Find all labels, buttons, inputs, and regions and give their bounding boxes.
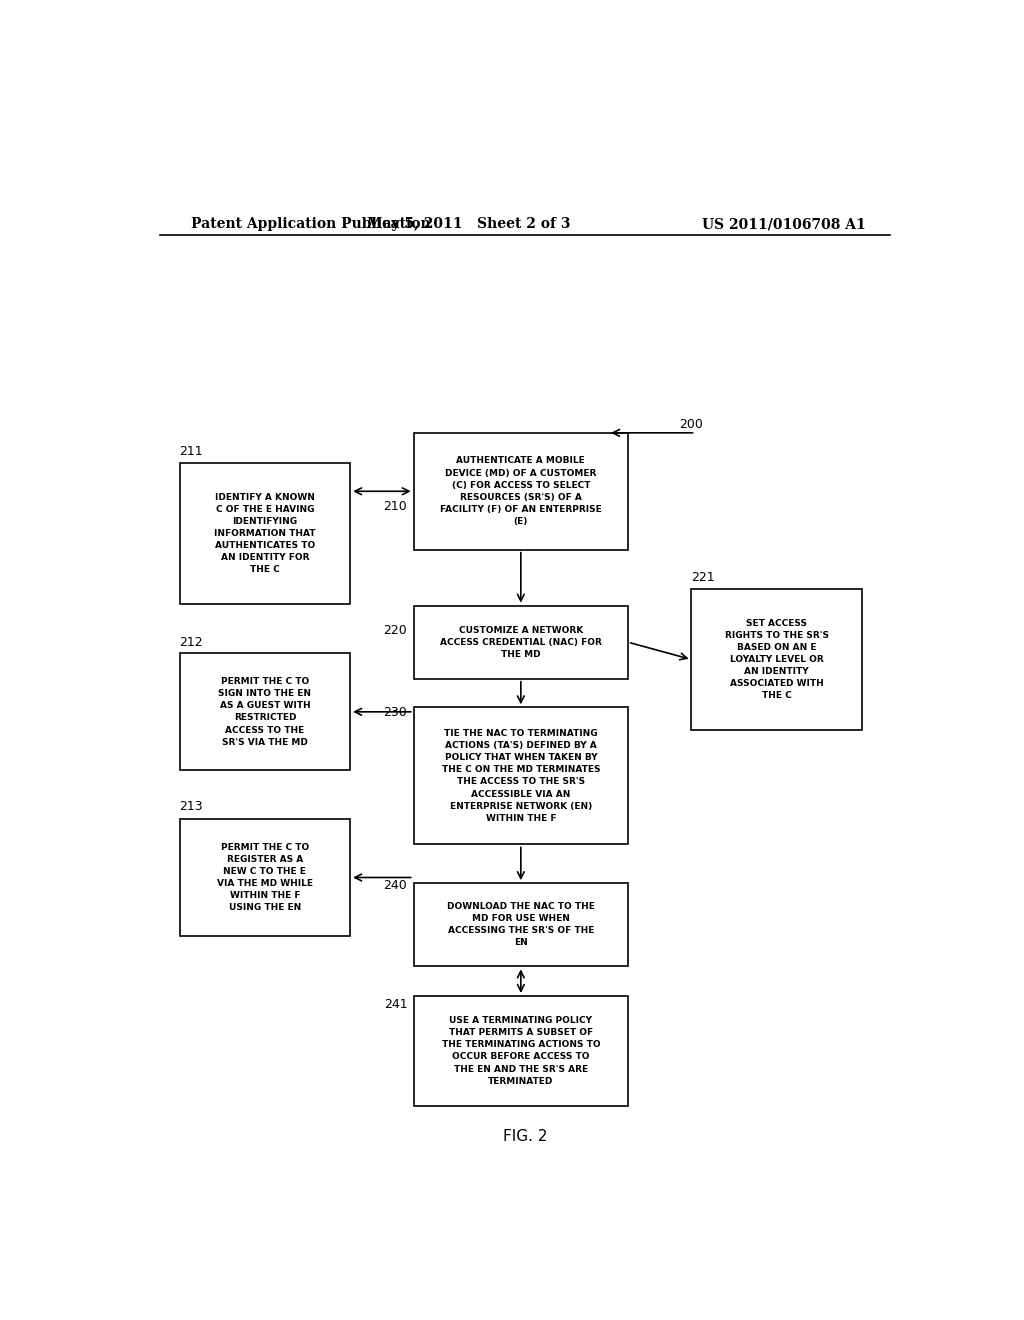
Bar: [414, 606, 628, 678]
Text: TIE THE NAC TO TERMINATING
ACTIONS (TA'S) DEFINED BY A
POLICY THAT WHEN TAKEN BY: TIE THE NAC TO TERMINATING ACTIONS (TA'S…: [441, 729, 600, 822]
Bar: [414, 883, 628, 966]
Text: PERMIT THE C TO
SIGN INTO THE EN
AS A GUEST WITH
RESTRICTED
ACCESS TO THE
SR'S V: PERMIT THE C TO SIGN INTO THE EN AS A GU…: [218, 677, 311, 747]
Text: SET ACCESS
RIGHTS TO THE SR'S
BASED ON AN E
LOYALTY LEVEL OR
AN IDENTITY
ASSOCIA: SET ACCESS RIGHTS TO THE SR'S BASED ON A…: [725, 619, 828, 701]
Text: IDENTIFY A KNOWN
C OF THE E HAVING
IDENTIFYING
INFORMATION THAT
AUTHENTICATES TO: IDENTIFY A KNOWN C OF THE E HAVING IDENT…: [214, 492, 315, 574]
Bar: [179, 653, 350, 771]
Bar: [179, 463, 350, 603]
Text: FIG. 2: FIG. 2: [503, 1129, 547, 1143]
Text: 212: 212: [179, 636, 203, 648]
Text: Patent Application Publication: Patent Application Publication: [191, 218, 431, 231]
Text: 221: 221: [691, 570, 715, 583]
Text: 220: 220: [384, 623, 408, 636]
Text: May 5, 2011   Sheet 2 of 3: May 5, 2011 Sheet 2 of 3: [368, 218, 571, 231]
Bar: [414, 708, 628, 845]
Text: US 2011/0106708 A1: US 2011/0106708 A1: [702, 218, 866, 231]
Text: USE A TERMINATING POLICY
THAT PERMITS A SUBSET OF
THE TERMINATING ACTIONS TO
OCC: USE A TERMINATING POLICY THAT PERMITS A …: [441, 1016, 600, 1085]
Text: 240: 240: [384, 879, 408, 891]
Text: PERMIT THE C TO
REGISTER AS A
NEW C TO THE E
VIA THE MD WHILE
WITHIN THE F
USING: PERMIT THE C TO REGISTER AS A NEW C TO T…: [217, 842, 313, 912]
Bar: [179, 818, 350, 936]
Text: 200: 200: [680, 418, 703, 432]
Bar: [691, 589, 862, 730]
Text: DOWNLOAD THE NAC TO THE
MD FOR USE WHEN
ACCESSING THE SR'S OF THE
EN: DOWNLOAD THE NAC TO THE MD FOR USE WHEN …: [446, 902, 595, 948]
Bar: [414, 433, 628, 549]
Text: 241: 241: [384, 998, 408, 1011]
Text: CUSTOMIZE A NETWORK
ACCESS CREDENTIAL (NAC) FOR
THE MD: CUSTOMIZE A NETWORK ACCESS CREDENTIAL (N…: [440, 626, 602, 659]
Text: 230: 230: [384, 706, 408, 719]
Text: 210: 210: [384, 499, 408, 512]
Text: AUTHENTICATE A MOBILE
DEVICE (MD) OF A CUSTOMER
(C) FOR ACCESS TO SELECT
RESOURC: AUTHENTICATE A MOBILE DEVICE (MD) OF A C…: [440, 457, 602, 527]
Text: 213: 213: [179, 800, 203, 813]
Text: 211: 211: [179, 445, 203, 458]
Bar: [414, 995, 628, 1106]
